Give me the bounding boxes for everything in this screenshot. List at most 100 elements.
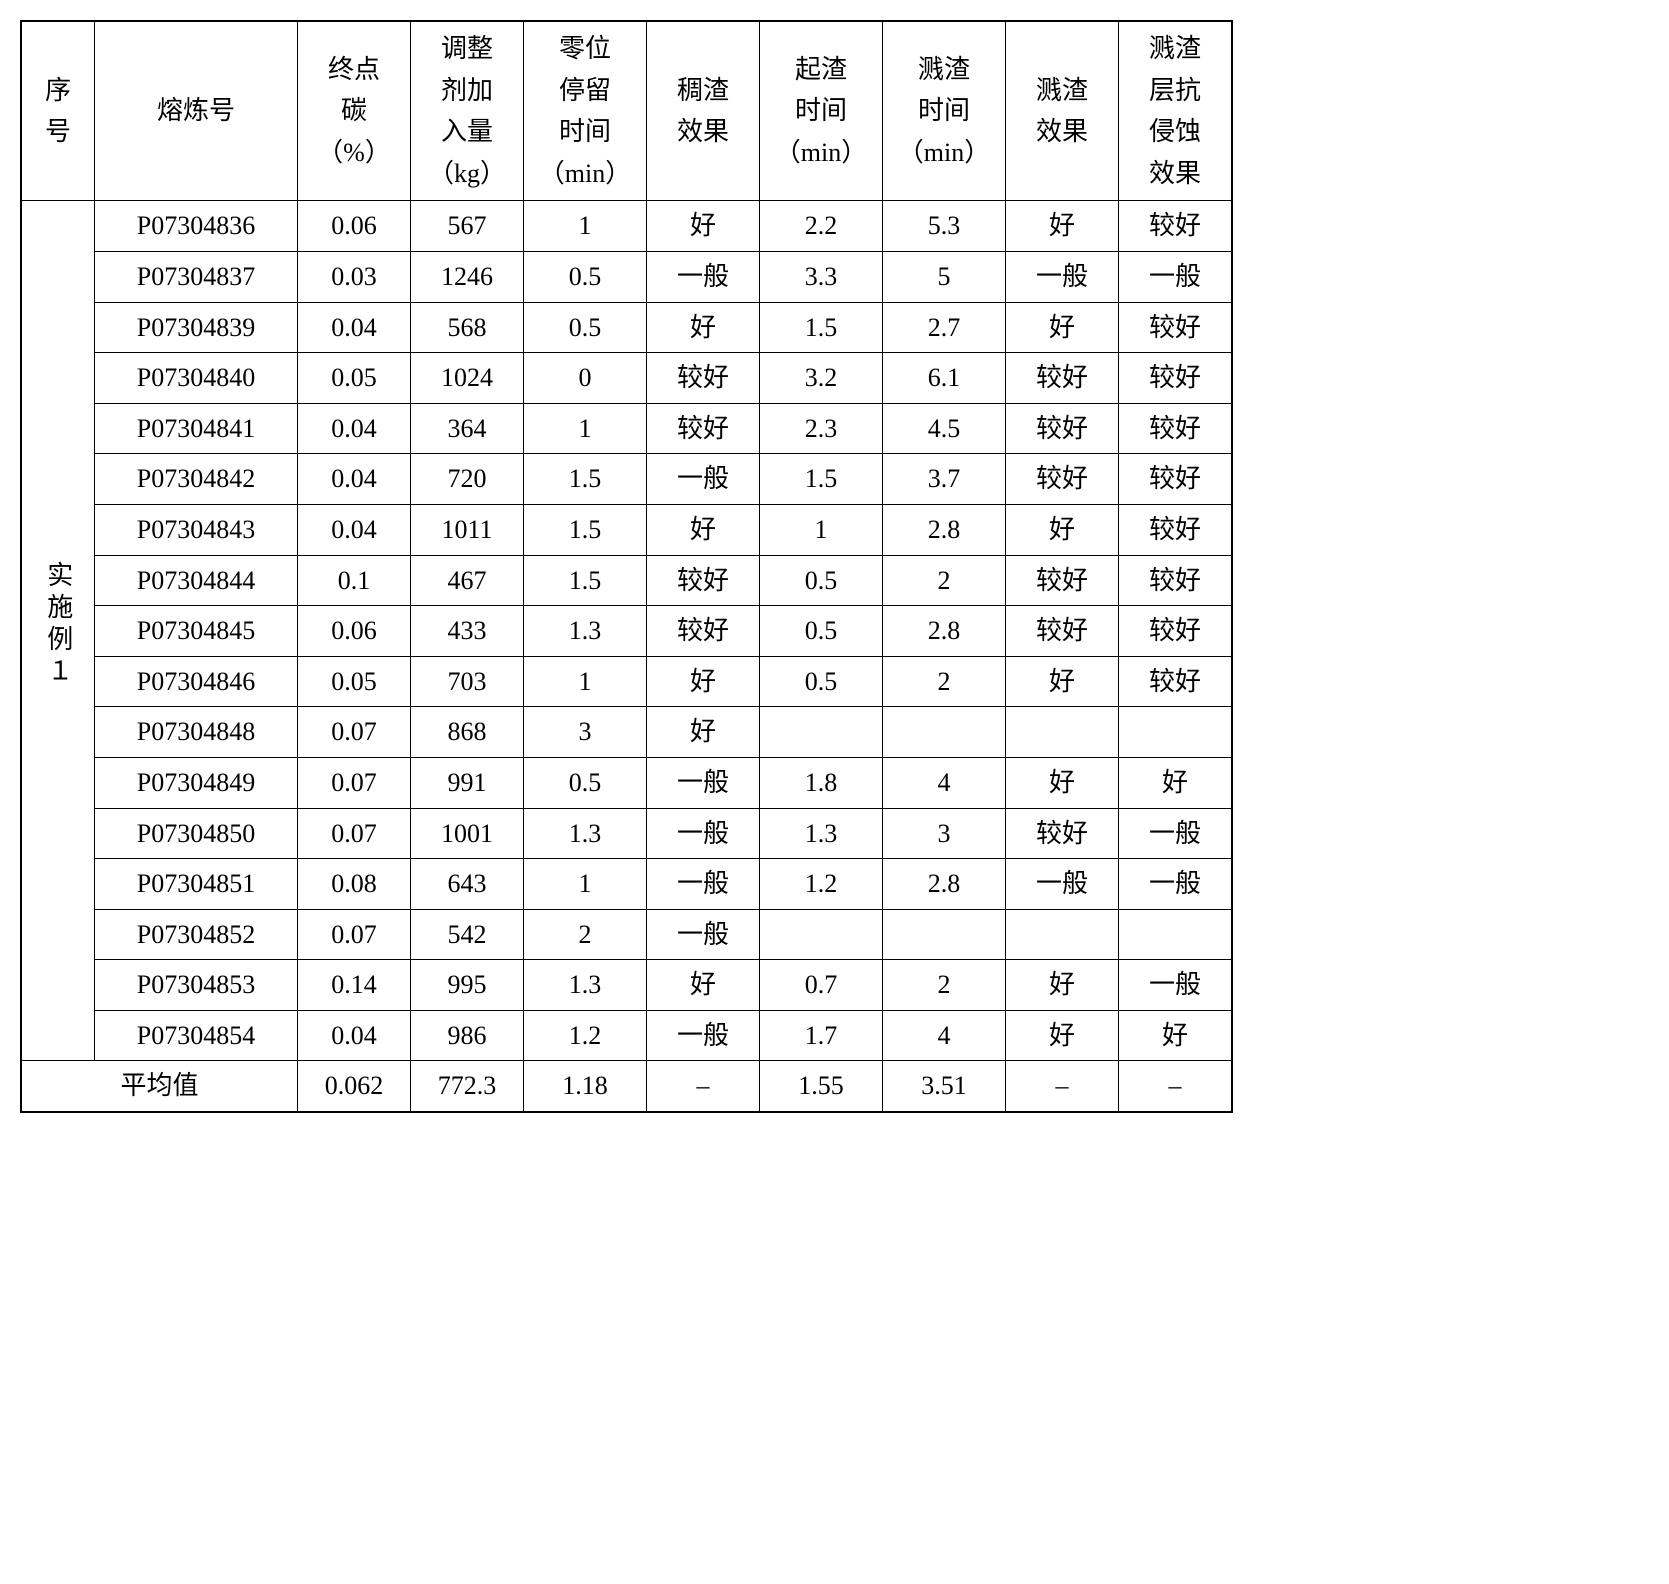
cell-splash_t: 2.7 <box>883 302 1006 353</box>
cell-zero: 3 <box>524 707 647 758</box>
table-row: P073048510.086431一般1.22.8一般一般 <box>21 859 1232 910</box>
col-header-seq: 序号 <box>21 21 95 201</box>
cell-melt: P07304837 <box>95 251 298 302</box>
cell-splash_e: 好 <box>1006 960 1119 1011</box>
cell-splash_t <box>883 707 1006 758</box>
cell-melt: P07304848 <box>95 707 298 758</box>
cell-zero: 2 <box>524 909 647 960</box>
cell-melt: P07304843 <box>95 504 298 555</box>
cell-splash_e: 一般 <box>1006 251 1119 302</box>
cell-thicken: 一般 <box>647 808 760 859</box>
cell-start: 1.5 <box>760 454 883 505</box>
cell-carbon: 0.04 <box>298 403 411 454</box>
cell-adjust: 986 <box>411 1010 524 1061</box>
cell-zero: 0.5 <box>524 251 647 302</box>
cell-anti: 较好 <box>1119 606 1233 657</box>
col-header-melt: 熔炼号 <box>95 21 298 201</box>
cell-splash_e: 好 <box>1006 504 1119 555</box>
cell-thicken: 较好 <box>647 555 760 606</box>
table-row: P073048450.064331.3较好0.52.8较好较好 <box>21 606 1232 657</box>
col-header-thicken: 稠渣效果 <box>647 21 760 201</box>
cell-start: 1.5 <box>760 302 883 353</box>
cell-carbon: 0.08 <box>298 859 411 910</box>
table-row: P073048390.045680.5好1.52.7好较好 <box>21 302 1232 353</box>
cell-thicken: 好 <box>647 960 760 1011</box>
cell-start: 1.2 <box>760 859 883 910</box>
cell-start: 1 <box>760 504 883 555</box>
cell-zero: 1.5 <box>524 555 647 606</box>
average-row: 平均值0.062772.31.18–1.553.51–– <box>21 1061 1232 1112</box>
cell-splash_e: 较好 <box>1006 606 1119 657</box>
cell-splash_t: 2.8 <box>883 504 1006 555</box>
cell-melt: P07304844 <box>95 555 298 606</box>
cell-adjust: 542 <box>411 909 524 960</box>
cell-start: 2.3 <box>760 403 883 454</box>
cell-start: 0.5 <box>760 656 883 707</box>
cell-adjust: 568 <box>411 302 524 353</box>
cell-zero: 1.3 <box>524 960 647 1011</box>
cell-carbon: 0.04 <box>298 302 411 353</box>
cell-melt: P07304841 <box>95 403 298 454</box>
table-row: P073048480.078683好 <box>21 707 1232 758</box>
cell-melt: P07304836 <box>95 201 298 252</box>
cell-splash_t: 3.7 <box>883 454 1006 505</box>
cell-start <box>760 707 883 758</box>
cell-anti: 较好 <box>1119 403 1233 454</box>
cell-adjust: 467 <box>411 555 524 606</box>
average-label: 平均值 <box>21 1061 298 1112</box>
cell-start: 0.5 <box>760 606 883 657</box>
cell-carbon: 0.04 <box>298 504 411 555</box>
cell-splash_t: 2 <box>883 960 1006 1011</box>
cell-anti: 一般 <box>1119 859 1233 910</box>
cell-carbon: 0.14 <box>298 960 411 1011</box>
cell-anti: 较好 <box>1119 454 1233 505</box>
cell-melt: P07304846 <box>95 656 298 707</box>
cell-adjust: 1001 <box>411 808 524 859</box>
group-label: 实施例１ <box>37 561 79 689</box>
cell-zero: 1 <box>524 859 647 910</box>
cell-anti: 一般 <box>1119 960 1233 1011</box>
cell-carbon: 0.1 <box>298 555 411 606</box>
cell-thicken: 好 <box>647 707 760 758</box>
cell-splash_t: 5 <box>883 251 1006 302</box>
cell-carbon: 0.07 <box>298 808 411 859</box>
cell-thicken: 一般 <box>647 454 760 505</box>
cell-splash_e: 好 <box>1006 656 1119 707</box>
cell-thicken: 好 <box>647 302 760 353</box>
cell-carbon: 0.06 <box>298 201 411 252</box>
cell-anti: 一般 <box>1119 251 1233 302</box>
cell-carbon: 0.05 <box>298 656 411 707</box>
cell-adjust: 995 <box>411 960 524 1011</box>
cell-thicken: 较好 <box>647 403 760 454</box>
group-label-cell: 实施例１ <box>21 201 95 1061</box>
cell-zero: 0.5 <box>524 757 647 808</box>
cell-melt: P07304853 <box>95 960 298 1011</box>
table-row: P073048500.0710011.3一般1.33较好一般 <box>21 808 1232 859</box>
cell-thicken: 一般 <box>647 757 760 808</box>
cell-splash_t: 4 <box>883 1010 1006 1061</box>
cell-splash_t <box>883 909 1006 960</box>
cell-thicken: 较好 <box>647 353 760 404</box>
cell-carbon: 0.05 <box>298 353 411 404</box>
cell-start: 3.3 <box>760 251 883 302</box>
cell-splash_e <box>1006 909 1119 960</box>
cell-zero: 1.2 <box>524 1010 647 1061</box>
cell-melt: P07304851 <box>95 859 298 910</box>
cell-carbon: 0.04 <box>298 1010 411 1061</box>
avg-cell-anti: – <box>1119 1061 1233 1112</box>
table-row: P073048420.047201.5一般1.53.7较好较好 <box>21 454 1232 505</box>
table-row: P073048540.049861.2一般1.74好好 <box>21 1010 1232 1061</box>
avg-cell-adjust: 772.3 <box>411 1061 524 1112</box>
cell-melt: P07304840 <box>95 353 298 404</box>
cell-zero: 1.5 <box>524 454 647 505</box>
cell-splash_t: 2.8 <box>883 859 1006 910</box>
cell-thicken: 一般 <box>647 909 760 960</box>
table-row: P073048400.0510240较好3.26.1较好较好 <box>21 353 1232 404</box>
cell-carbon: 0.03 <box>298 251 411 302</box>
avg-cell-zero: 1.18 <box>524 1061 647 1112</box>
cell-thicken: 好 <box>647 656 760 707</box>
cell-thicken: 好 <box>647 504 760 555</box>
data-table: 序号 熔炼号 终点碳（%） 调整剂加入量（kg） 零位停留时间（min） 稠渣效… <box>20 20 1233 1113</box>
cell-anti: 较好 <box>1119 555 1233 606</box>
table-row: P073048460.057031好0.52好较好 <box>21 656 1232 707</box>
